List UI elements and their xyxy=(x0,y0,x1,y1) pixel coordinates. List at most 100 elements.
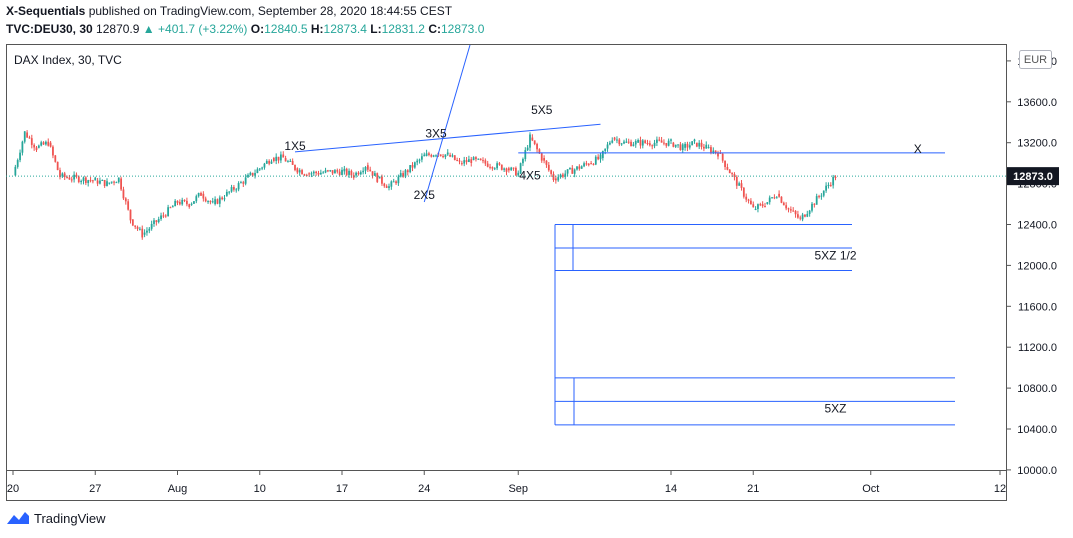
candle-body xyxy=(218,197,221,204)
candle-body xyxy=(357,172,360,175)
tradingview-brand[interactable]: TradingView xyxy=(34,510,106,526)
candle-body xyxy=(573,169,576,174)
candle-body xyxy=(531,137,534,141)
candle-body xyxy=(428,153,430,155)
candle-body xyxy=(341,169,343,175)
candle-body xyxy=(775,197,778,199)
candle-body xyxy=(366,165,369,170)
time-tick-label: 27 xyxy=(89,483,101,495)
time-tick-label: 24 xyxy=(418,483,430,495)
candle-body xyxy=(204,198,207,202)
candle-body xyxy=(66,177,68,179)
candle-body xyxy=(52,146,54,156)
candle-body xyxy=(486,163,489,167)
candle-body xyxy=(834,176,837,178)
candle-body xyxy=(35,147,38,151)
candle-body xyxy=(740,183,743,188)
candle-body xyxy=(773,197,776,199)
candle-body xyxy=(609,142,611,145)
candle-body xyxy=(21,141,24,153)
candle-body xyxy=(580,166,583,169)
candle-body xyxy=(620,143,623,145)
candle-body xyxy=(616,139,618,141)
candle-body xyxy=(512,167,515,169)
candle-body xyxy=(752,204,755,208)
candle-body xyxy=(289,160,292,162)
candle-body xyxy=(822,190,825,196)
time-axis[interactable]: 20 27 Aug 10 17 24 Sep 14 21 Oct 12 xyxy=(7,470,1006,495)
candle-body xyxy=(99,180,101,184)
candle-body xyxy=(157,219,160,223)
candle-body xyxy=(298,170,301,173)
candle-body xyxy=(37,145,40,148)
candle-body xyxy=(832,176,835,186)
candle-body xyxy=(193,201,195,204)
candle-body xyxy=(256,169,259,174)
candle-body xyxy=(388,186,390,188)
candle-body xyxy=(183,199,186,201)
ohlc-line: TVC:DEU30, 30 12870.9 ▲ +401.7 (+3.22%) … xyxy=(6,21,484,37)
candle-body xyxy=(764,206,766,208)
candle-body xyxy=(463,160,466,164)
candle-body xyxy=(757,204,759,209)
candle-body xyxy=(613,137,616,140)
last-value: 12870.9 xyxy=(96,22,140,36)
candle-body xyxy=(167,207,169,217)
candle-body xyxy=(225,191,228,196)
candle-body xyxy=(726,166,729,170)
candle-body xyxy=(385,186,388,188)
candle-body xyxy=(178,202,181,205)
candle-body xyxy=(460,163,463,165)
tradingview-logo-icon[interactable] xyxy=(6,510,30,526)
candle-body xyxy=(738,183,741,186)
candle-body xyxy=(435,155,437,157)
candle-body xyxy=(630,141,632,147)
candle-body xyxy=(538,149,541,154)
price-tick-label: 12000.0 xyxy=(1017,260,1057,272)
candle-body xyxy=(397,176,400,184)
candle-body xyxy=(425,153,428,156)
candle-body xyxy=(449,154,451,157)
price-axis[interactable]: 10000.0 10400.0 10800.0 11200.0 11600.0 12000… xyxy=(1006,56,1059,477)
candle-body xyxy=(89,180,92,182)
candle-body xyxy=(787,208,790,210)
candle-body xyxy=(23,131,26,142)
candle-body xyxy=(406,170,409,173)
currency-button[interactable]: EUR xyxy=(1019,50,1052,69)
candle-body xyxy=(606,144,609,149)
candle-body xyxy=(446,152,449,155)
candle-body xyxy=(785,205,788,209)
candle-body xyxy=(472,157,475,161)
candle-body xyxy=(275,156,278,161)
candle-body xyxy=(416,160,419,163)
candle-body xyxy=(70,179,73,181)
candle-body xyxy=(186,200,188,205)
candle-body xyxy=(364,166,367,171)
candle-body xyxy=(618,139,621,145)
candle-body xyxy=(724,160,726,167)
candle-body xyxy=(233,187,235,190)
candle-body xyxy=(500,164,503,170)
candle-body xyxy=(517,172,520,176)
candle-body xyxy=(599,154,602,160)
candle-body xyxy=(688,145,691,148)
last-price-badge xyxy=(1007,167,1059,186)
currency-label: EUR xyxy=(1024,54,1047,66)
candle-body xyxy=(707,147,710,149)
author-name[interactable]: X-Sequentials xyxy=(6,4,86,18)
candle-body xyxy=(566,169,569,174)
price-tick-label: 11600.0 xyxy=(1018,301,1057,313)
candle-body xyxy=(345,168,348,175)
candle-body xyxy=(251,172,254,176)
candle-body xyxy=(496,163,498,169)
candle-body xyxy=(592,163,595,165)
candle-body xyxy=(665,142,668,146)
candle-body xyxy=(585,163,588,165)
chart-header: X-Sequentials published on TradingView.c… xyxy=(6,3,452,19)
candle-body xyxy=(648,143,651,146)
candle-body xyxy=(745,196,748,200)
candle-body xyxy=(254,173,256,176)
candle-body xyxy=(634,141,637,145)
candle-body xyxy=(503,168,506,170)
